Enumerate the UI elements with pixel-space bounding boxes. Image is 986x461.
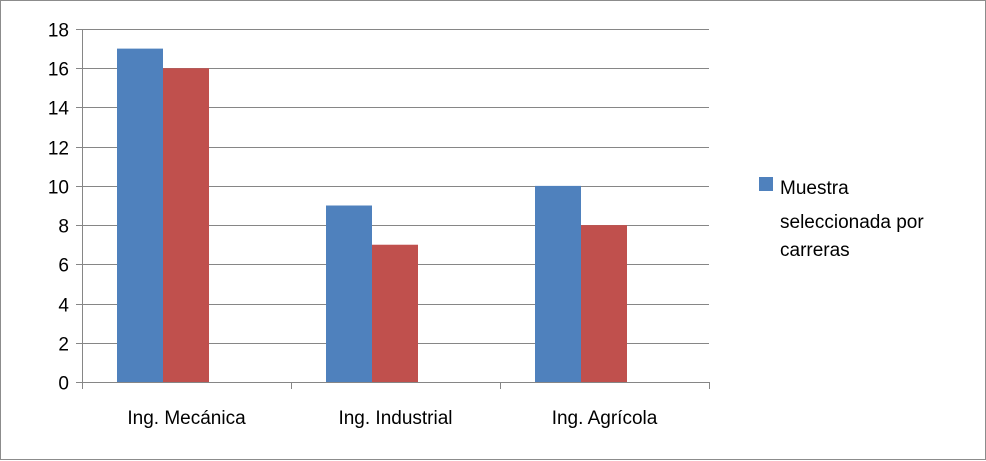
legend-label-line-1: Muestra	[780, 178, 849, 199]
legend: Muestra seleccionada por carreras	[759, 177, 924, 261]
y-tick-label: 0	[58, 374, 69, 395]
y-tick-label: 12	[48, 139, 69, 160]
bar-series-2-0	[163, 68, 209, 382]
y-tick-label: 6	[58, 256, 69, 277]
x-category-label: Ing. Industrial	[338, 408, 452, 429]
bar-series-2-1	[372, 244, 418, 382]
legend-label-line-3: carreras	[780, 240, 850, 261]
x-category-label: Ing. Mecánica	[127, 408, 246, 429]
x-category-label: Ing. Agrícola	[552, 408, 658, 429]
axes	[76, 29, 710, 389]
y-axis-tick-labels: 0 2 4 6 8 10 12 14 16 18	[48, 21, 70, 395]
y-tick-label: 2	[58, 335, 69, 356]
y-tick-label: 16	[48, 60, 69, 81]
bar-series-1-2	[535, 185, 581, 382]
legend-swatch-series-1	[759, 177, 773, 191]
y-tick-label: 4	[58, 296, 69, 317]
bar-series-2-2	[581, 225, 627, 382]
bar-series-1-0	[117, 48, 163, 382]
y-tick-label: 14	[48, 99, 70, 120]
bars	[117, 48, 627, 382]
y-tick-label: 8	[58, 217, 69, 238]
y-tick-label: 18	[48, 21, 69, 42]
x-axis-category-labels: Ing. Mecánica Ing. Industrial Ing. Agrícol…	[127, 408, 657, 429]
legend-label-line-2: seleccionada por	[780, 212, 924, 233]
y-tick-label: 10	[48, 178, 69, 199]
bar-series-1-1	[326, 205, 372, 382]
